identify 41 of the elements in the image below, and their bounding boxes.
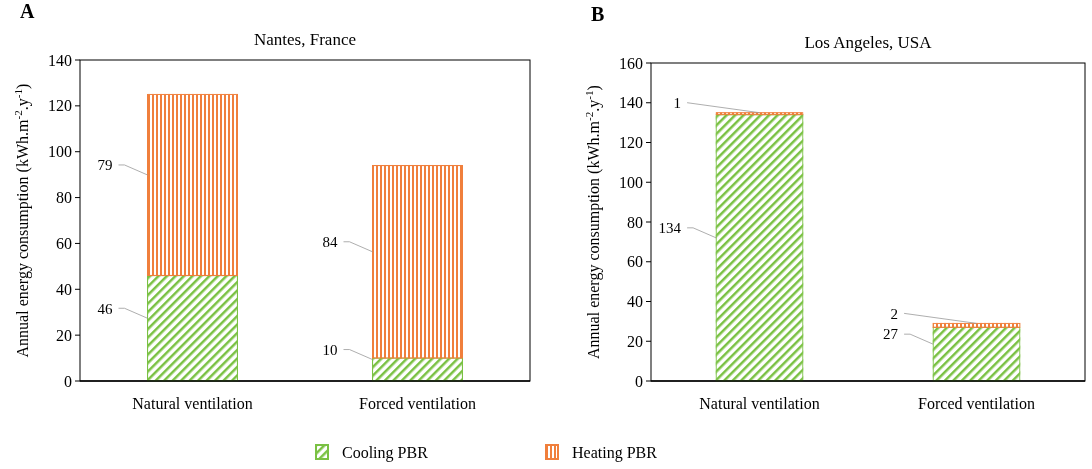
y-tick-label: 60: [56, 235, 72, 253]
data-label: 79: [97, 157, 113, 174]
chart-title: Los Angeles, USA: [804, 33, 933, 52]
text: B: [591, 3, 605, 25]
y-tick-label: 40: [627, 293, 643, 311]
data-label: 84: [322, 234, 338, 251]
bar: [372, 164, 463, 359]
y-tick-label: 160: [619, 54, 643, 72]
y-tick-label: 80: [56, 189, 72, 207]
x-tick-label: Natural ventilation: [132, 395, 253, 412]
bar: [715, 114, 804, 382]
data-label: 27: [883, 326, 899, 343]
x-tick-label: Forced ventilation: [918, 395, 1035, 412]
data-label: 10: [322, 341, 338, 358]
data-label: 1: [673, 94, 682, 111]
data-label: 46: [97, 300, 113, 317]
data-label: 134: [658, 220, 682, 237]
text: A: [20, 0, 35, 22]
y-tick-label: 20: [627, 332, 643, 350]
chart-title: Nantes, France: [254, 30, 356, 49]
x-tick-label: Forced ventilation: [359, 395, 476, 412]
y-tick-label: 60: [627, 253, 643, 271]
bar: [932, 322, 1021, 328]
y-tick-label: 140: [619, 94, 643, 112]
bar: [147, 275, 238, 382]
y-tick-label: 140: [48, 51, 72, 69]
y-tick-label: 120: [619, 134, 643, 152]
legend-label: Heating PBR: [572, 443, 658, 462]
data-label: 2: [890, 305, 899, 322]
y-tick-label: 120: [48, 97, 72, 115]
legend-label: Cooling PBR: [342, 443, 429, 462]
y-tick-label: 100: [48, 143, 72, 161]
y-tick-label: 40: [56, 280, 72, 298]
bar: [147, 93, 238, 277]
x-tick-label: Natural ventilation: [699, 395, 820, 412]
y-tick-label: 0: [635, 372, 643, 390]
y-tick-label: 80: [627, 213, 643, 231]
y-tick-label: 20: [56, 326, 72, 344]
y-tick-label: 100: [619, 173, 643, 191]
bar: [932, 326, 1021, 382]
y-tick-label: 0: [64, 372, 72, 390]
